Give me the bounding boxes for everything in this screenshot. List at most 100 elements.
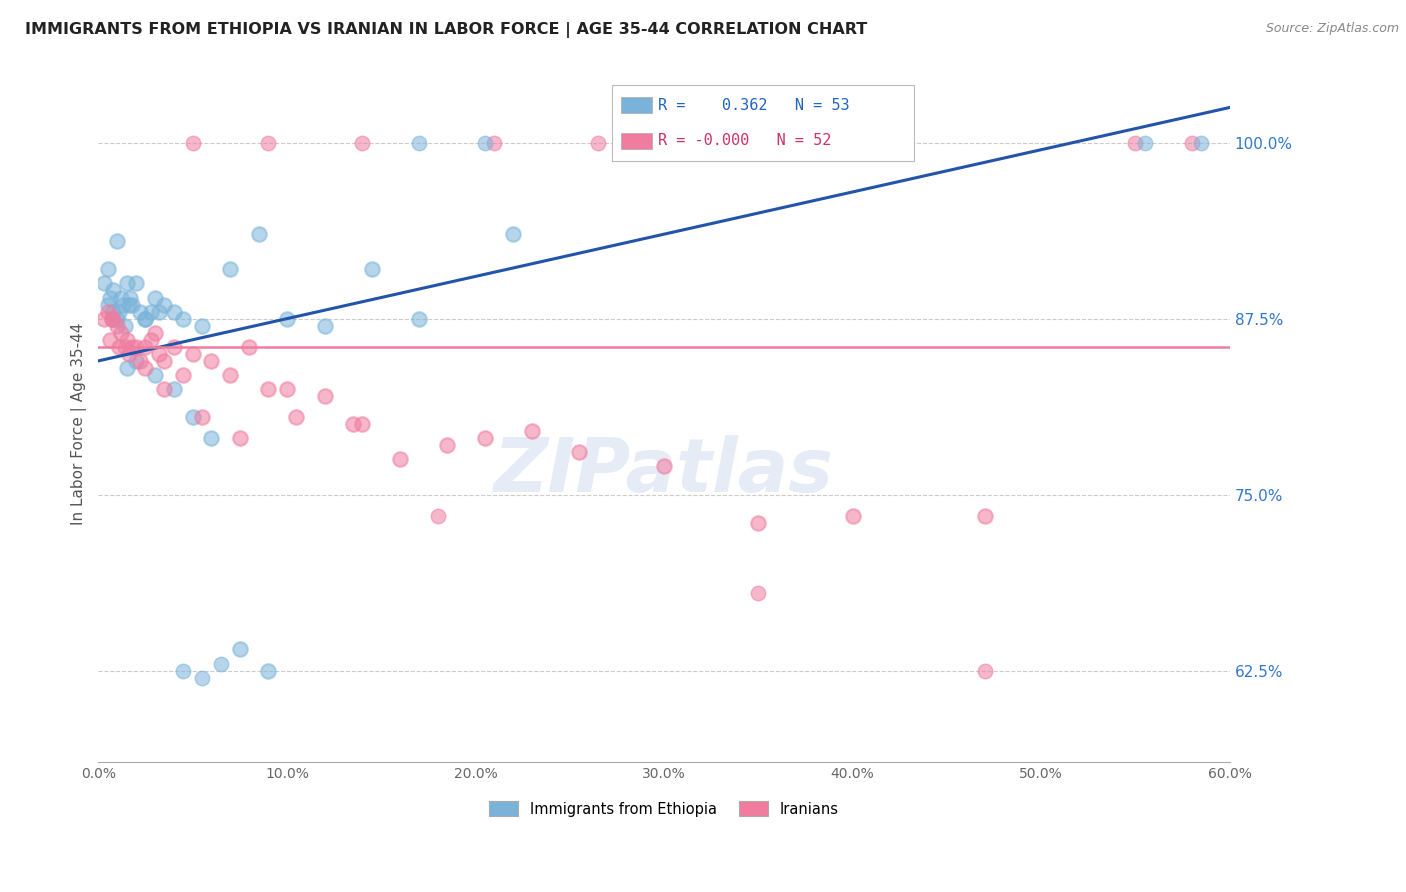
Point	[172, 368, 194, 382]
Point	[229, 642, 252, 657]
Point	[98, 333, 121, 347]
Point	[134, 360, 156, 375]
Point	[108, 304, 131, 318]
Point	[973, 508, 995, 523]
Point	[103, 304, 125, 318]
Point	[105, 311, 128, 326]
Point	[474, 431, 496, 445]
Point	[105, 234, 128, 248]
Point	[219, 368, 242, 382]
Point	[93, 311, 115, 326]
Legend: Immigrants from Ethiopia, Iranians: Immigrants from Ethiopia, Iranians	[484, 796, 845, 822]
Point	[172, 664, 194, 678]
Text: ZIPatlas: ZIPatlas	[494, 435, 834, 508]
Point	[108, 340, 131, 354]
Point	[973, 664, 995, 678]
Point	[841, 508, 863, 523]
Point	[163, 304, 186, 318]
Point	[111, 297, 134, 311]
Point	[502, 227, 524, 242]
Point	[389, 452, 412, 467]
Y-axis label: In Labor Force | Age 35-44: In Labor Force | Age 35-44	[72, 323, 87, 525]
Point	[117, 347, 139, 361]
Point	[484, 136, 506, 150]
Point	[97, 262, 120, 277]
Point	[191, 410, 214, 425]
Point	[114, 340, 136, 354]
Point	[97, 304, 120, 318]
Point	[285, 410, 308, 425]
Point	[114, 318, 136, 333]
Point	[153, 354, 176, 368]
Point	[209, 657, 232, 671]
Point	[200, 431, 222, 445]
Point	[128, 304, 150, 318]
Point	[100, 311, 122, 326]
Point	[115, 360, 138, 375]
Point	[586, 136, 609, 150]
Point	[257, 382, 280, 396]
Text: IMMIGRANTS FROM ETHIOPIA VS IRANIAN IN LABOR FORCE | AGE 35-44 CORRELATION CHART: IMMIGRANTS FROM ETHIOPIA VS IRANIAN IN L…	[25, 22, 868, 38]
Point	[153, 382, 176, 396]
Point	[257, 664, 280, 678]
Point	[181, 136, 204, 150]
Point	[115, 277, 138, 291]
Point	[568, 445, 591, 459]
Point	[747, 516, 769, 530]
Point	[181, 347, 204, 361]
Point	[747, 586, 769, 600]
Point	[120, 291, 142, 305]
Point	[93, 277, 115, 291]
Text: R = -0.000   N = 52: R = -0.000 N = 52	[658, 134, 831, 148]
Point	[408, 311, 430, 326]
Point	[148, 347, 170, 361]
Point	[100, 311, 122, 326]
Point	[143, 291, 166, 305]
Point	[276, 311, 298, 326]
Point	[125, 354, 148, 368]
Point	[121, 297, 143, 311]
Point	[134, 311, 156, 326]
Point	[408, 136, 430, 150]
Point	[219, 262, 242, 277]
Point	[191, 318, 214, 333]
Point	[352, 417, 374, 432]
Point	[229, 431, 252, 445]
Point	[1191, 136, 1213, 150]
Point	[314, 318, 336, 333]
Point	[1125, 136, 1147, 150]
Point	[105, 318, 128, 333]
Point	[143, 368, 166, 382]
Point	[181, 410, 204, 425]
Point	[128, 354, 150, 368]
Point	[360, 262, 382, 277]
Point	[520, 424, 543, 438]
Point	[436, 438, 458, 452]
Point	[141, 304, 163, 318]
Point	[141, 333, 163, 347]
Point	[143, 326, 166, 340]
Point	[103, 284, 125, 298]
Point	[1133, 136, 1156, 150]
Point	[342, 417, 364, 432]
Point	[238, 340, 260, 354]
Point	[191, 671, 214, 685]
Point	[163, 340, 186, 354]
Point	[314, 389, 336, 403]
Point	[125, 340, 148, 354]
Point	[352, 136, 374, 150]
Point	[257, 136, 280, 150]
Point	[134, 311, 156, 326]
Point	[1181, 136, 1204, 150]
Point	[117, 297, 139, 311]
Point	[172, 311, 194, 326]
Point	[110, 326, 132, 340]
Point	[426, 508, 449, 523]
Point	[121, 340, 143, 354]
Point	[110, 291, 132, 305]
Point	[163, 382, 186, 396]
Point	[148, 304, 170, 318]
Point	[200, 354, 222, 368]
Point	[153, 297, 176, 311]
Point	[115, 333, 138, 347]
